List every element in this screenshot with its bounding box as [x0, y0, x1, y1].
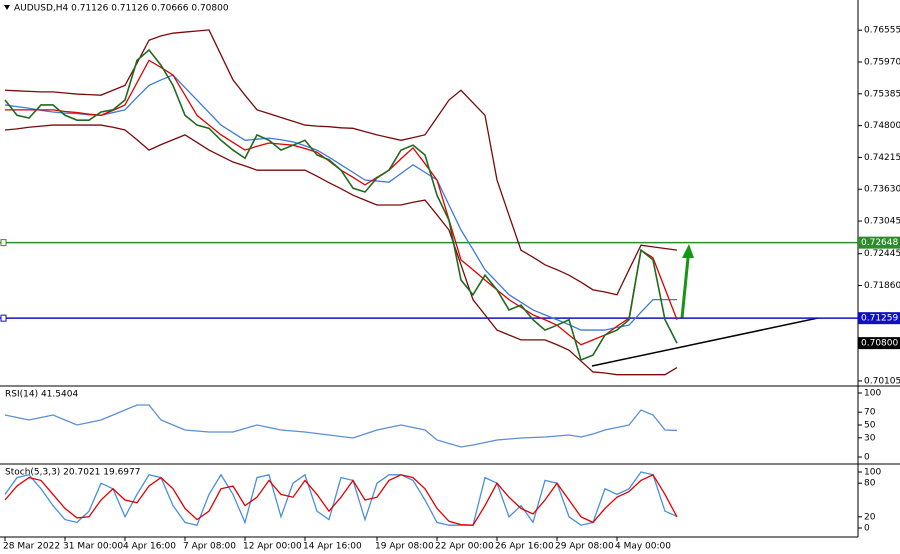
series-line: [4, 48, 678, 362]
x-tick-label: 12 Apr 00:00: [243, 542, 302, 552]
last-price-box: [858, 337, 900, 350]
x-tick-label: 22 Apr 00:00: [435, 542, 494, 552]
x-tick-label: 4 Apr 16:00: [123, 542, 176, 552]
y-tick-label: 80: [864, 479, 876, 489]
y-tick-label: 0.70105: [864, 376, 900, 386]
stoch-title: Stoch(5,3,3) 20.7021 19.6977: [5, 468, 140, 478]
x-tick-label: 31 Mar 00:00: [63, 542, 123, 552]
level-label: 0.72648: [861, 238, 898, 248]
chart-title: AUDUSD,H4 0.71126 0.71126 0.70666 0.7080…: [14, 4, 229, 14]
y-tick-label: 100: [864, 389, 881, 399]
y-tick-label: 50: [864, 421, 876, 431]
arrow-shaft: [680, 257, 690, 319]
x-tick-label: 4 May 00:00: [615, 542, 671, 552]
y-tick-label: 0.75970: [864, 57, 900, 67]
x-tick-label: 28 Mar 2022: [3, 542, 60, 552]
arrow-head: [682, 244, 694, 258]
y-tick-label: 0.74215: [864, 153, 900, 163]
level-box: [0, 314, 7, 322]
y-tick-label: 0.73630: [864, 185, 900, 195]
x-tick-label: 29 Apr 08:00: [555, 542, 614, 552]
y-tick-label: 0.76555: [864, 26, 900, 36]
x-tick-label: 14 Apr 16:00: [303, 542, 362, 552]
y-tick-label: 0.72445: [864, 249, 900, 259]
y-tick-label: 0.75385: [864, 89, 900, 99]
y-tick-label: 70: [864, 408, 876, 418]
level-label-box: [858, 236, 900, 249]
series-line: [4, 29, 678, 296]
last-price-label: 0.70800: [861, 339, 898, 349]
rsi-title: RSI(14) 41.5404: [5, 390, 78, 400]
series-line: [4, 404, 678, 448]
series-line: [4, 74, 677, 331]
y-tick-label: 100: [864, 468, 881, 478]
trend-line: [591, 317, 819, 367]
y-tick-label: 0.74800: [864, 121, 900, 131]
level-label-box: [858, 312, 900, 325]
series-line: [4, 471, 678, 526]
y-tick-label: 0.73045: [864, 217, 900, 227]
y-tick-label: 20: [864, 512, 876, 522]
y-tick-label: 0: [864, 524, 870, 534]
level-label: 0.71259: [861, 314, 898, 324]
y-tick-label: 0: [864, 453, 870, 463]
x-tick-label: 26 Apr 16:00: [495, 542, 554, 552]
series-line: [4, 473, 678, 526]
x-tick-label: 7 Apr 08:00: [183, 542, 236, 552]
y-tick-label: 30: [864, 433, 876, 443]
series-line: [4, 124, 678, 376]
menu-icon: [4, 5, 10, 10]
level-box: [0, 239, 7, 247]
x-tick-label: 19 Apr 08:00: [375, 542, 434, 552]
y-tick-label: 0.71860: [864, 281, 900, 291]
